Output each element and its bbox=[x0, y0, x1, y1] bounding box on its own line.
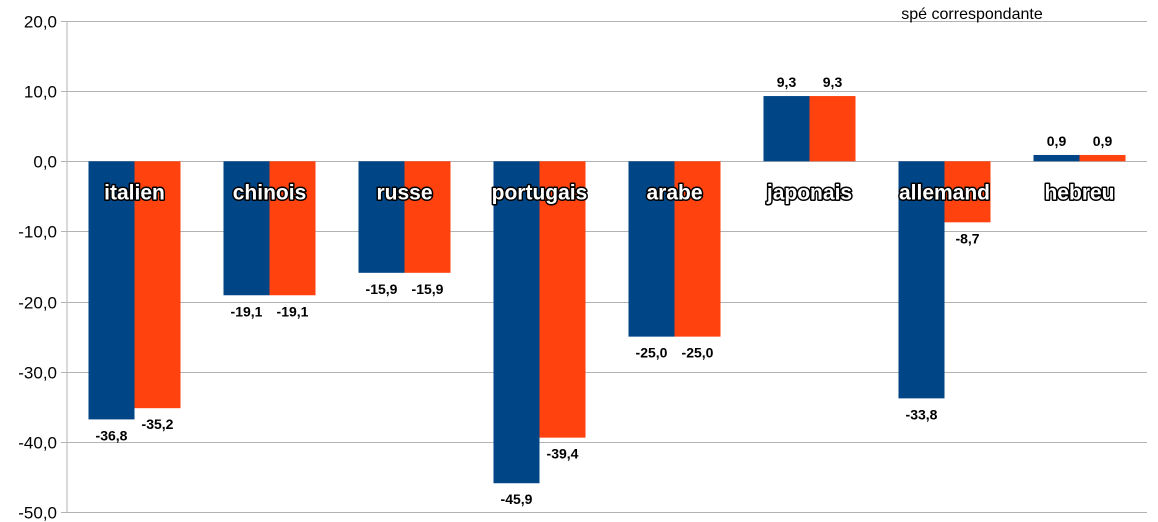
y-tick-label: 10,0 bbox=[24, 83, 57, 102]
bar bbox=[539, 161, 586, 438]
data-label: -15,9 bbox=[366, 281, 398, 297]
data-label: -8,7 bbox=[955, 230, 979, 246]
y-tick-label: -10,0 bbox=[18, 223, 57, 242]
category-label: japonais bbox=[766, 181, 852, 204]
category-label: russe bbox=[376, 181, 432, 204]
y-tick-label: -40,0 bbox=[18, 434, 57, 453]
data-label: -25,0 bbox=[682, 345, 714, 361]
category-label: arabe bbox=[646, 181, 702, 204]
y-tick-label: -20,0 bbox=[18, 294, 57, 313]
y-tick-label: -30,0 bbox=[18, 364, 57, 383]
y-axis-ticks: 20,0 10,0 0,0 -10,0 -20,0 -30,0 -40,0 -50,0 bbox=[18, 13, 57, 522]
category-label: hebreu bbox=[1044, 181, 1114, 204]
data-label: 0,9 bbox=[1047, 133, 1067, 149]
category-label: chinois bbox=[233, 181, 307, 204]
y-tick-label: -50,0 bbox=[18, 504, 57, 522]
data-label: 9,3 bbox=[777, 74, 797, 90]
data-label: -15,9 bbox=[412, 281, 444, 297]
bar bbox=[944, 161, 991, 223]
data-label: -25,0 bbox=[636, 345, 668, 361]
bars bbox=[88, 96, 1126, 484]
data-label: -33,8 bbox=[906, 406, 938, 422]
y-tick-label: 0,0 bbox=[33, 153, 57, 172]
data-labels: -36,8 -35,2 -19,1 -19,1 -15,9 -15,9 -45,9 -39,4… bbox=[96, 74, 1113, 507]
bar bbox=[223, 161, 270, 296]
bar bbox=[1033, 154, 1080, 162]
bar bbox=[763, 96, 810, 162]
y-tick-label: 20,0 bbox=[24, 13, 57, 32]
data-label: 9,3 bbox=[823, 74, 843, 90]
bar bbox=[493, 161, 540, 484]
bar bbox=[628, 161, 675, 337]
legend-note: spé correspondante bbox=[901, 6, 1043, 23]
bar bbox=[898, 161, 945, 399]
data-label: -36,8 bbox=[96, 427, 128, 443]
data-label: -19,1 bbox=[277, 303, 309, 319]
data-label: -35,2 bbox=[142, 416, 174, 432]
bar bbox=[809, 96, 856, 162]
data-label: 0,9 bbox=[1093, 133, 1113, 149]
category-label: allemand bbox=[899, 181, 990, 204]
data-label: -39,4 bbox=[547, 446, 579, 462]
bar bbox=[674, 161, 721, 337]
bar bbox=[1079, 154, 1126, 162]
bar bbox=[404, 161, 451, 273]
category-label: italien bbox=[104, 181, 165, 204]
bar bbox=[134, 161, 181, 409]
category-labels: italien chinois russe portugais arabe japonai… bbox=[103, 180, 1116, 206]
data-label: -45,9 bbox=[501, 491, 533, 507]
data-label: -19,1 bbox=[231, 303, 263, 319]
bar bbox=[358, 161, 405, 273]
category-label: portugais bbox=[492, 181, 588, 204]
bar bbox=[88, 161, 135, 420]
bar bbox=[269, 161, 316, 296]
